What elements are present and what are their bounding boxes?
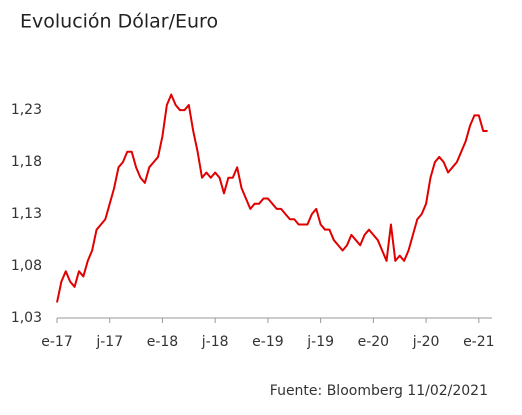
x-tick-label: j-17 bbox=[95, 334, 123, 350]
x-tick-label: e-21 bbox=[463, 334, 494, 350]
y-tick-label: 1,13 bbox=[11, 206, 42, 222]
x-tick-label: e-18 bbox=[147, 334, 178, 350]
x-tick-label: e-20 bbox=[358, 334, 389, 350]
y-tick-label: 1,23 bbox=[11, 102, 42, 118]
x-tick-label: j-20 bbox=[412, 334, 440, 350]
x-tick-label: e-17 bbox=[41, 334, 72, 350]
data-line bbox=[56, 93, 488, 303]
chart-title: Evolución Dólar/Euro bbox=[20, 11, 218, 33]
x-tick-label: e-19 bbox=[252, 334, 283, 350]
y-tick-label: 1,18 bbox=[11, 154, 42, 170]
y-tick-label: 1,08 bbox=[11, 258, 42, 274]
x-tick-label: j-18 bbox=[201, 334, 229, 350]
y-tick-label: 1,03 bbox=[11, 310, 42, 326]
source-note: Fuente: Bloomberg 11/02/2021 bbox=[270, 383, 488, 399]
x-tick-label: j-19 bbox=[306, 334, 334, 350]
